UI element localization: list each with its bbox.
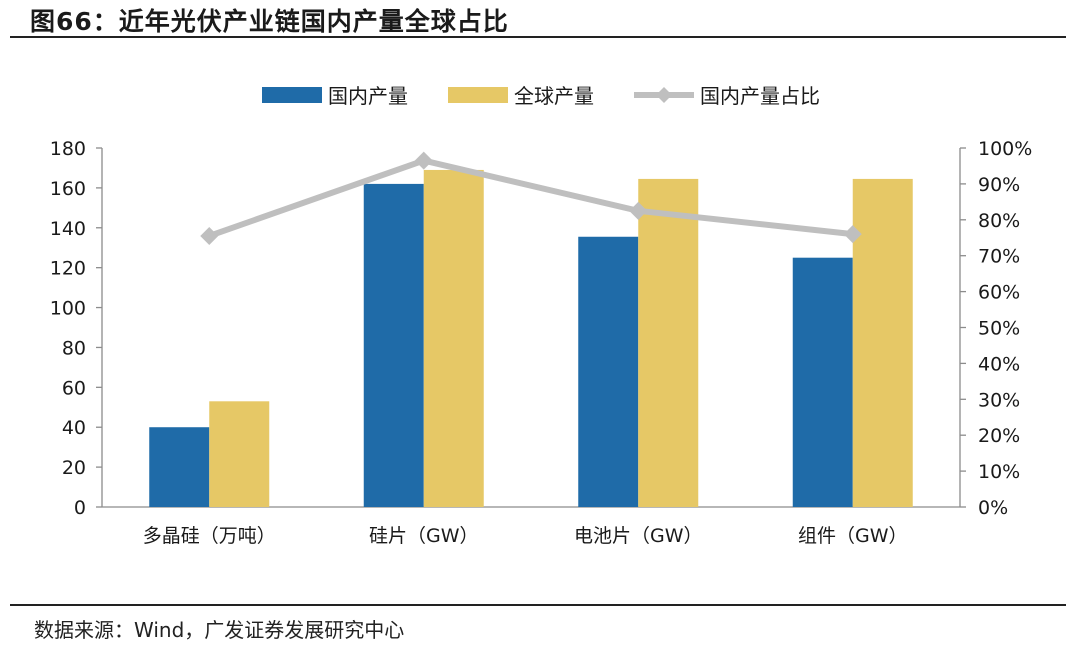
legend-label: 国内产量占比	[700, 84, 820, 108]
ratio-point	[200, 226, 219, 245]
ratio-point	[414, 151, 433, 170]
right-tick-label: 40%	[978, 353, 1020, 375]
bars	[149, 169, 913, 508]
left-tick-label: 180	[50, 138, 86, 160]
left-tick-label: 20	[62, 457, 86, 479]
bar-domestic	[363, 183, 424, 507]
right-tick-label: 80%	[978, 210, 1020, 232]
ratio-point	[629, 201, 648, 220]
legend-global: 全球产量	[448, 84, 594, 108]
category-label: 组件（GW）	[798, 525, 908, 547]
bottom-rule	[10, 604, 1066, 606]
bar-global	[209, 401, 270, 507]
ratio-line	[200, 151, 862, 245]
top-rule	[10, 36, 1066, 38]
axes: 0 20 40 60 80 100 120 140 160 180 0% 10% 20% 30% 40% 50…	[50, 138, 1033, 547]
left-tick-label: 100	[50, 298, 86, 320]
category-label: 硅片（GW）	[369, 525, 479, 547]
right-tick-label: 50%	[978, 318, 1020, 340]
legend-label: 全球产量	[514, 84, 594, 108]
figure-title: 图66：近年光伏产业链国内产量全球占比	[30, 7, 509, 36]
right-tick-label: 70%	[978, 246, 1020, 268]
legend-marker	[656, 87, 672, 103]
bar-domestic	[792, 257, 853, 507]
category-label: 多晶硅（万吨）	[143, 525, 276, 547]
legend: 国内产量 全球产量 国内产量占比	[262, 84, 820, 108]
legend-ratio: 国内产量占比	[634, 84, 820, 108]
right-tick-label: 10%	[978, 461, 1020, 483]
bar-global	[638, 178, 699, 508]
legend-swatch	[262, 87, 322, 103]
right-tick-label: 100%	[978, 138, 1032, 160]
legend-domestic: 国内产量	[262, 84, 408, 108]
right-tick-label: 20%	[978, 425, 1020, 447]
legend-label: 国内产量	[328, 84, 408, 108]
bar-domestic	[149, 427, 210, 507]
left-tick-label: 160	[50, 178, 86, 200]
left-tick-label: 80	[62, 337, 86, 359]
bar-global	[423, 169, 484, 507]
left-tick-label: 140	[50, 218, 86, 240]
right-tick-label: 30%	[978, 389, 1020, 411]
right-tick-label: 0%	[978, 497, 1008, 519]
left-tick-label: 40	[62, 417, 86, 439]
category-label: 电池片（GW）	[574, 525, 703, 547]
left-tick-label: 0	[74, 497, 86, 519]
left-tick-label: 120	[50, 258, 86, 280]
chart: 国内产量 全球产量 国内产量占比 0204060801001201401601800…	[50, 84, 1033, 547]
bar-domestic	[578, 236, 639, 507]
ratio-line-path	[208, 157, 854, 239]
source-note: 数据来源：Wind，广发证券发展研究中心	[34, 618, 405, 642]
right-tick-label: 60%	[978, 282, 1020, 304]
right-tick-label: 90%	[978, 174, 1020, 196]
legend-swatch	[448, 87, 508, 103]
bar-global	[852, 178, 913, 508]
left-tick-label: 60	[62, 377, 86, 399]
ratio-point	[843, 225, 862, 244]
